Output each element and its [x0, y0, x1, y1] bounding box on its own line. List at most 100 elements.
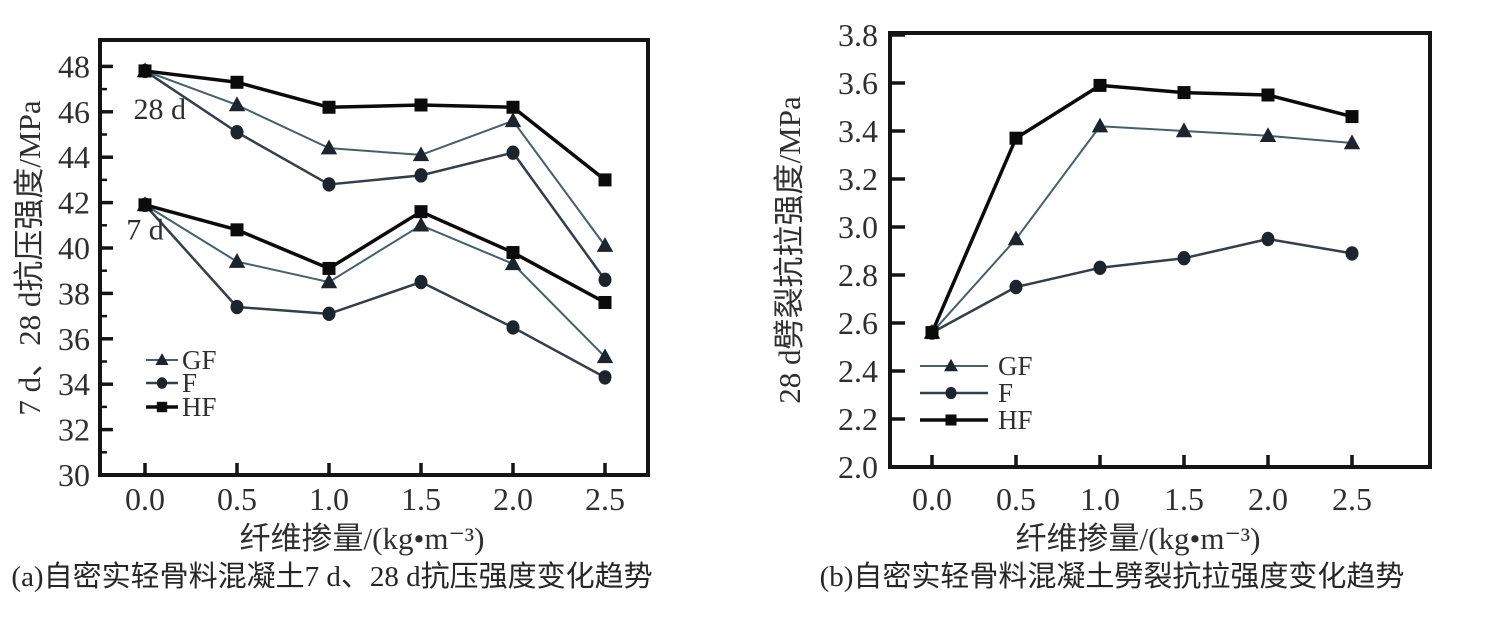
data-point-GF [596, 237, 614, 252]
legend-marker-HF [945, 414, 957, 426]
y-tick-label: 3.6 [838, 65, 878, 101]
y-tick-label: 34 [58, 366, 90, 402]
series-line-GF [144, 204, 606, 358]
data-point-F [414, 168, 428, 183]
y-tick-label: 3.0 [838, 209, 878, 245]
data-point-HF [1345, 110, 1359, 124]
y-tick-label: 46 [58, 94, 90, 130]
data-point-GF [504, 255, 522, 271]
data-point-HF [506, 246, 520, 260]
data-point-F [506, 145, 520, 160]
x-tick-label: 2.0 [493, 481, 533, 517]
data-point-F [322, 306, 336, 322]
data-point-HF [138, 64, 152, 78]
data-point-HF [230, 223, 244, 237]
data-point-HF [598, 295, 612, 309]
x-tick-label: 0.0 [912, 481, 952, 517]
y-axis-title: 28 d劈裂抗拉强度/MPa [772, 96, 807, 404]
legend-label-F: F [998, 378, 1013, 408]
plot-frame [98, 38, 650, 477]
data-point-HF [414, 205, 428, 219]
data-point-HF [1093, 78, 1107, 92]
data-point-HF [138, 198, 152, 212]
caption-a: (a)自密实轻骨料混凝土7 d、28 d抗压强度变化趋势 [11, 560, 652, 593]
legend-item-HF: HF [920, 405, 1033, 435]
legend-label-GF: GF [998, 351, 1033, 381]
series-F-28d [925, 231, 1359, 340]
legend-marker-GF [944, 358, 958, 372]
y-tick-label: 2.0 [838, 449, 878, 485]
data-point-F [598, 272, 612, 287]
legend-marker-GF [155, 353, 169, 365]
y-tick-label: 2.4 [838, 353, 878, 389]
data-point-F [506, 320, 520, 335]
data-point-F [230, 299, 244, 315]
legend-label-GF: GF [182, 345, 217, 375]
data-point-HF [598, 173, 612, 187]
x-tick-label: 2.5 [585, 481, 625, 517]
data-point-GF [596, 348, 614, 364]
chart-b-splitting-tensile-strength: 2.0 2.2 2.4 2.6 2.8 3.0 3.2 3.4 3.6 3.8 0.0 0.5 1.0 1… [772, 17, 1432, 556]
y-tick-label: 2.2 [838, 401, 878, 437]
x-tick-label: 0.5 [217, 481, 257, 517]
y-tick-label: 3.2 [838, 161, 878, 197]
data-point-F [1093, 260, 1107, 275]
data-point-HF [322, 100, 336, 114]
y-tick-label: 48 [58, 48, 90, 84]
legend-label-HF: HF [998, 405, 1033, 435]
data-point-F [322, 177, 336, 192]
legend-marker-F [945, 386, 957, 400]
x-tick-label: 1.0 [1080, 481, 1120, 517]
series-HF-28d [925, 78, 1359, 340]
group-annotation: 28 d [133, 93, 186, 126]
x-axis-title: 纤维掺量/(kg•m⁻³) [240, 521, 485, 556]
data-point-HF [1261, 88, 1275, 102]
legend-item-F: F [920, 378, 1013, 408]
series-line-HF [930, 83, 1353, 334]
data-point-HF [1177, 86, 1191, 100]
series-line-F [144, 69, 607, 281]
series-F-7d [138, 197, 612, 385]
data-point-GF [320, 273, 338, 289]
data-point-GF [228, 253, 246, 268]
y-tick-label: 32 [58, 412, 90, 448]
y-tick-label: 36 [58, 321, 90, 357]
y-tick-label: 30 [58, 457, 90, 493]
legend-marker-F [156, 377, 168, 389]
data-point-GF [412, 146, 430, 162]
x-tick-label: 1.5 [401, 481, 441, 517]
series-HF-28d [138, 64, 612, 187]
legend-item-GF: GF [146, 345, 217, 375]
y-tick-label: 42 [58, 185, 90, 221]
legend-label-F: F [182, 368, 197, 398]
data-point-GF [1091, 117, 1109, 133]
data-point-F [1009, 279, 1023, 295]
series-line-GF [931, 125, 1353, 334]
data-point-HF [322, 261, 336, 275]
group-annotation: 7 d [126, 213, 164, 246]
y-tick-label: 38 [58, 275, 90, 311]
x-tick-label: 1.0 [309, 481, 349, 517]
data-point-F [1177, 251, 1191, 266]
data-point-HF [1009, 131, 1023, 145]
series-line-GF [144, 70, 606, 247]
series-GF-28d [923, 117, 1361, 339]
series-line-F [931, 237, 1353, 334]
x-tick-label: 1.5 [1164, 481, 1204, 517]
data-point-HF [506, 100, 520, 114]
y-tick-label: 3.8 [838, 17, 878, 53]
series-HF-7d [138, 198, 612, 309]
chart-a-compressive-strength: 30 32 34 36 38 40 42 44 46 48 0.0 0.5 1.0 1.5 2.0 2.5 7 … [12, 38, 650, 556]
data-point-HF [414, 98, 428, 112]
data-point-HF [925, 326, 939, 340]
y-axis-title: 7 d、28 d抗压强度/MPa [12, 100, 47, 415]
legend-label-HF: HF [182, 392, 217, 422]
data-point-GF [1175, 122, 1193, 138]
data-point-HF [230, 75, 244, 89]
x-tick-label: 2.5 [1332, 481, 1372, 517]
series-line-HF [144, 69, 607, 182]
legend-item-F: F [146, 368, 197, 398]
data-point-GF [412, 216, 430, 232]
